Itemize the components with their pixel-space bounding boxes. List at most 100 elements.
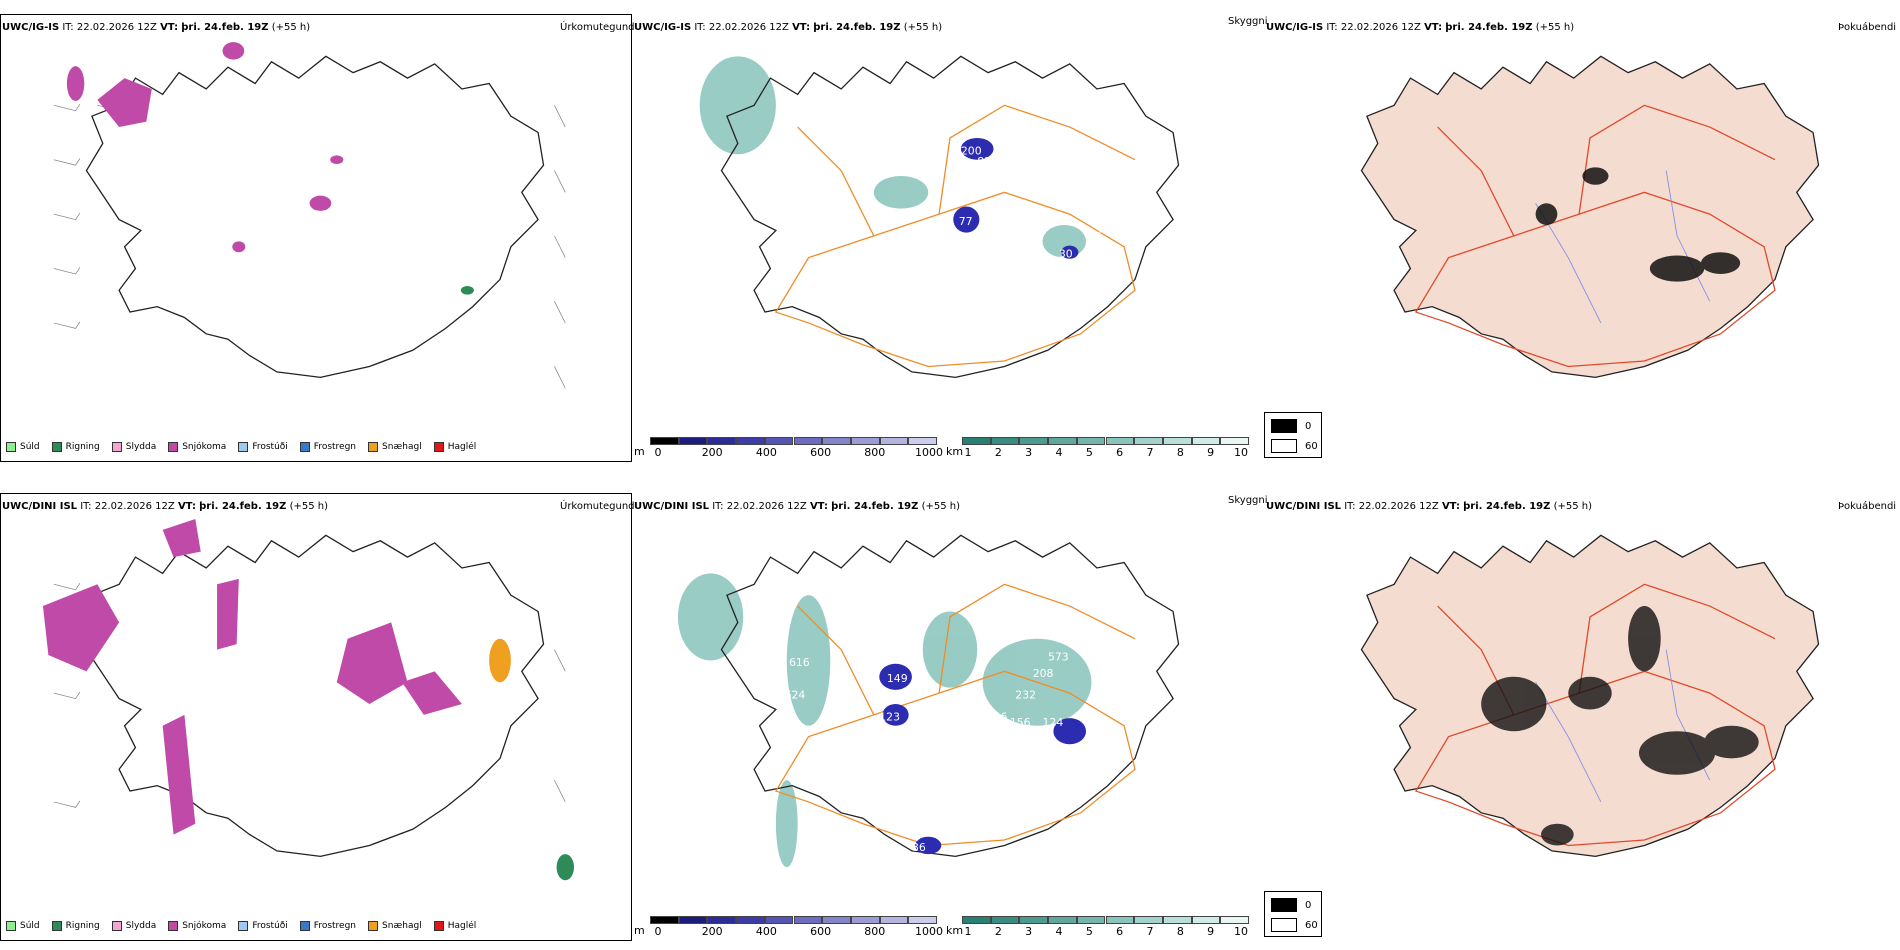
vis-label-16: 123 bbox=[879, 710, 900, 723]
colorbar-tick: 1 bbox=[964, 925, 972, 938]
row-2: UWC/DINI ISL IT: 22.02.2026 12Z VT: þri.… bbox=[0, 475, 1900, 950]
colorbar-segment bbox=[1019, 916, 1049, 924]
colorbar-tick: 1 bbox=[964, 446, 972, 459]
vis-label-17: 16 bbox=[994, 710, 1008, 723]
fog-title: Þokuábendi bbox=[1838, 501, 1897, 512]
colorbar-segment bbox=[1191, 437, 1221, 445]
colorbar-tick: 3 bbox=[1025, 925, 1033, 938]
colorbar-tick: 600 bbox=[810, 925, 832, 938]
colorbar-segment bbox=[822, 916, 851, 924]
colorbar-segment bbox=[707, 437, 737, 445]
colorbar-tick: 600 bbox=[810, 446, 832, 459]
precip-type-title: Úrkomutegund bbox=[560, 501, 635, 512]
colorbar-segment bbox=[1048, 437, 1077, 445]
vis-label-0: 200 bbox=[961, 144, 982, 157]
vis-label-14: 57 bbox=[901, 692, 915, 705]
colorbar-tick: 4 bbox=[1055, 925, 1063, 938]
vis-label-11: 321 bbox=[800, 805, 821, 818]
colorbar-tick: 200 bbox=[701, 446, 723, 459]
legend-item-3: Snjókoma bbox=[168, 921, 226, 931]
wind-barbs bbox=[53, 582, 566, 808]
legend-swatch-2 bbox=[111, 921, 122, 931]
legend-item-0: Súld bbox=[6, 442, 40, 452]
vis-label-0: 522 bbox=[863, 612, 884, 625]
legend-swatch-4 bbox=[238, 921, 249, 931]
legend-item-1: Rigning bbox=[51, 921, 100, 931]
colorbar-tick: 200 bbox=[701, 925, 723, 938]
vis-label-1: 77 bbox=[959, 215, 973, 228]
colorbar-segment bbox=[1019, 437, 1049, 445]
colorbar-segment bbox=[1048, 916, 1077, 924]
legend-item-6: Snæhagl bbox=[368, 921, 422, 931]
fog-title: Þokuábendi bbox=[1838, 22, 1897, 33]
visibility-areas bbox=[699, 56, 1087, 258]
ice-pellet-area bbox=[489, 638, 511, 683]
colorbar-segment bbox=[908, 437, 937, 445]
colorbar-segment bbox=[736, 437, 765, 445]
colorbar-unit: km bbox=[946, 445, 964, 458]
vis-label-5: 208 bbox=[1033, 667, 1054, 680]
row-1: UWC/IG-IS IT: 22.02.2026 12Z VT: þri. 24… bbox=[0, 14, 1897, 462]
colorbar-segment bbox=[764, 916, 794, 924]
visibility-map: 200 77 128 77 30 76 78 83 bbox=[699, 55, 1180, 379]
fog-swatch-1 bbox=[1271, 918, 1297, 932]
colorbar-tick: 400 bbox=[755, 925, 777, 938]
fog-legend-row-0: 0 bbox=[1271, 419, 1311, 433]
vis-label-6: 78 bbox=[934, 351, 948, 364]
vis-label-9: 118 bbox=[1086, 727, 1107, 740]
vis-label-4: 573 bbox=[1048, 650, 1069, 663]
colorbar-unit: m bbox=[634, 924, 645, 937]
land-fill bbox=[1360, 55, 1820, 379]
colorbar-unit: km bbox=[946, 924, 964, 937]
colorbar-segment bbox=[1220, 916, 1249, 924]
legend-swatch-1 bbox=[51, 442, 62, 452]
legend-item-7: Haglél bbox=[433, 921, 476, 931]
colorbar-tick: 400 bbox=[755, 446, 777, 459]
visibility-title: Skyggni bbox=[1228, 495, 1268, 506]
fog-swatch-0 bbox=[1271, 419, 1297, 433]
coastline bbox=[85, 55, 545, 379]
fog-swatch-1 bbox=[1271, 439, 1297, 453]
colorbar-segment bbox=[879, 916, 909, 924]
visibility-header: UWC/DINI ISL IT: 22.02.2026 12Z VT: þri.… bbox=[634, 501, 961, 512]
vis-label-13: 616 bbox=[789, 656, 810, 669]
vis-label-1: 82 bbox=[876, 629, 890, 642]
legend-swatch-6 bbox=[368, 921, 379, 931]
colorbar-segment bbox=[793, 437, 823, 445]
colorbar-tick: 8 bbox=[1176, 925, 1184, 938]
colorbar-tick: 9 bbox=[1207, 925, 1215, 938]
colorbar-tick: 10 bbox=[1234, 446, 1248, 459]
visibility-title: Skyggni bbox=[1228, 16, 1268, 27]
legend-swatch-5 bbox=[299, 442, 310, 452]
colorbar-tick: 7 bbox=[1146, 925, 1154, 938]
precip-map-frame bbox=[0, 14, 632, 462]
colorbar-segment bbox=[707, 916, 737, 924]
vis-label-2: 128 bbox=[999, 224, 1020, 237]
precip-map bbox=[53, 42, 566, 389]
fog-map bbox=[1360, 55, 1820, 379]
legend-swatch-5 bbox=[299, 921, 310, 931]
colorbar-segment bbox=[850, 916, 880, 924]
cloud-header: UWC/DINI ISL IT: 22.02.2026 12Z VT: þri.… bbox=[1266, 501, 1593, 512]
road-network bbox=[774, 104, 1136, 368]
colorbar-segment bbox=[678, 437, 708, 445]
legend-item-7: Haglél bbox=[433, 442, 476, 452]
precip-map bbox=[42, 519, 574, 881]
legend-item-1: Rigning bbox=[51, 442, 100, 452]
colorbar-tick: 6 bbox=[1116, 925, 1124, 938]
precip-header: UWC/IG-IS IT: 22.02.2026 12Z VT: þri. 24… bbox=[2, 22, 311, 33]
legend-swatch-7 bbox=[433, 921, 444, 931]
colorbar-segment bbox=[793, 916, 823, 924]
visibility-map: 522 82 149 176 573 208 232 156 124 118 1… bbox=[677, 534, 1180, 868]
colorbar-segment bbox=[650, 437, 679, 445]
colorbar-tick: 800 bbox=[864, 925, 886, 938]
legend-item-4: Frostúði bbox=[238, 442, 288, 452]
colorbar-tick: 2 bbox=[994, 446, 1002, 459]
fog-legend: 0 60 bbox=[1264, 412, 1322, 458]
colorbar-tick: 0 bbox=[654, 925, 662, 938]
colorbar-segment bbox=[822, 437, 851, 445]
colorbar-tick: 4 bbox=[1055, 446, 1063, 459]
colorbar-segment bbox=[908, 916, 937, 924]
fog-legend-row-0: 0 bbox=[1271, 898, 1311, 912]
rain-area bbox=[460, 285, 474, 295]
